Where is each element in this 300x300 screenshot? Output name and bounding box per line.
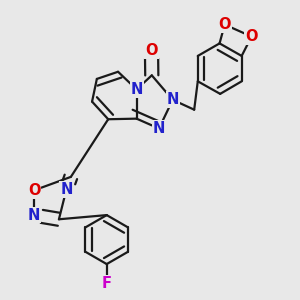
Text: O: O [28,183,40,198]
Text: F: F [102,276,112,291]
Text: N: N [130,82,143,97]
Text: O: O [218,17,231,32]
Text: N: N [153,121,165,136]
Text: N: N [60,182,73,197]
Text: N: N [167,92,179,107]
Text: O: O [245,29,258,44]
Text: O: O [145,44,158,59]
Text: N: N [28,208,40,223]
